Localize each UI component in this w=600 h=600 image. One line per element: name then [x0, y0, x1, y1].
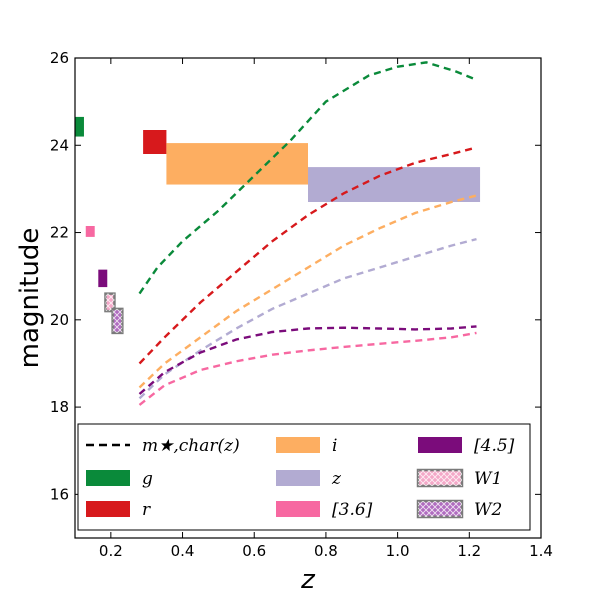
legend-label-36: [3.6] — [332, 500, 373, 520]
x-tick-label: 1.2 — [457, 542, 481, 560]
limit-box-hatch-w2 — [112, 308, 123, 333]
x-tick-label: 0.4 — [171, 542, 195, 560]
legend-label-w2: W2 — [474, 500, 502, 520]
series-line-g — [138, 61, 477, 295]
legend-swatch-i — [276, 437, 320, 453]
limit-box-hatch-w1 — [105, 293, 115, 312]
y-tick-label: 22 — [50, 224, 69, 242]
limit-box-g — [75, 116, 84, 137]
limit-boxes — [75, 116, 481, 335]
y-tick-label: 20 — [50, 311, 69, 329]
x-tick-label: 0.2 — [99, 542, 123, 560]
series-line-45 — [138, 325, 477, 395]
x-tick-label: 1.0 — [386, 542, 410, 560]
x-axis-title: z — [300, 565, 316, 595]
legend-swatch-36 — [276, 501, 320, 517]
limit-box-i — [166, 143, 308, 185]
axis-ticks: 0.2 0.4 0.6 0.8 1.0 1.2 1.4 16 18 20 22 24 26 — [50, 49, 553, 560]
series-lines — [138, 61, 477, 406]
y-tick-label: 26 — [50, 49, 69, 67]
x-tick-label: 0.6 — [242, 542, 266, 560]
legend: m★,char(z) gr iz [3.6] [4.5] W1 W2 — [77, 423, 531, 531]
limit-box-z — [308, 167, 481, 202]
legend-label-g: g — [142, 469, 153, 489]
legend-swatch-hatch-w2 — [418, 501, 462, 517]
legend-swatch-hatch-w1 — [418, 470, 462, 486]
y-axis-title: magnitude — [15, 228, 45, 369]
limit-box-36 — [85, 226, 95, 237]
legend-swatch-r — [86, 501, 130, 517]
y-tick-label: 18 — [50, 398, 69, 416]
series-line-36 — [138, 331, 477, 406]
x-tick-label: 0.8 — [314, 542, 338, 560]
y-tick-label: 24 — [50, 136, 69, 154]
series-line-i — [138, 194, 477, 389]
plot-frame — [74, 57, 542, 539]
legend-swatch-z — [276, 470, 320, 486]
legend-swatch-g — [86, 470, 130, 486]
limit-box-r — [143, 130, 167, 154]
legend-label-z: z — [331, 469, 342, 489]
y-tick-label: 16 — [50, 485, 69, 503]
legend-label-w1: W1 — [474, 469, 502, 489]
legend-label-45: [4.5] — [474, 436, 515, 456]
legend-label-i: i — [332, 436, 337, 456]
legend-label-r: r — [142, 500, 151, 520]
series-line-z — [138, 237, 477, 400]
x-tick-label: 1.4 — [529, 542, 553, 560]
legend-swatch-45 — [418, 437, 462, 453]
legend-label-mcharz: m★,char(z) — [142, 436, 240, 456]
limit-box-45 — [98, 269, 108, 288]
